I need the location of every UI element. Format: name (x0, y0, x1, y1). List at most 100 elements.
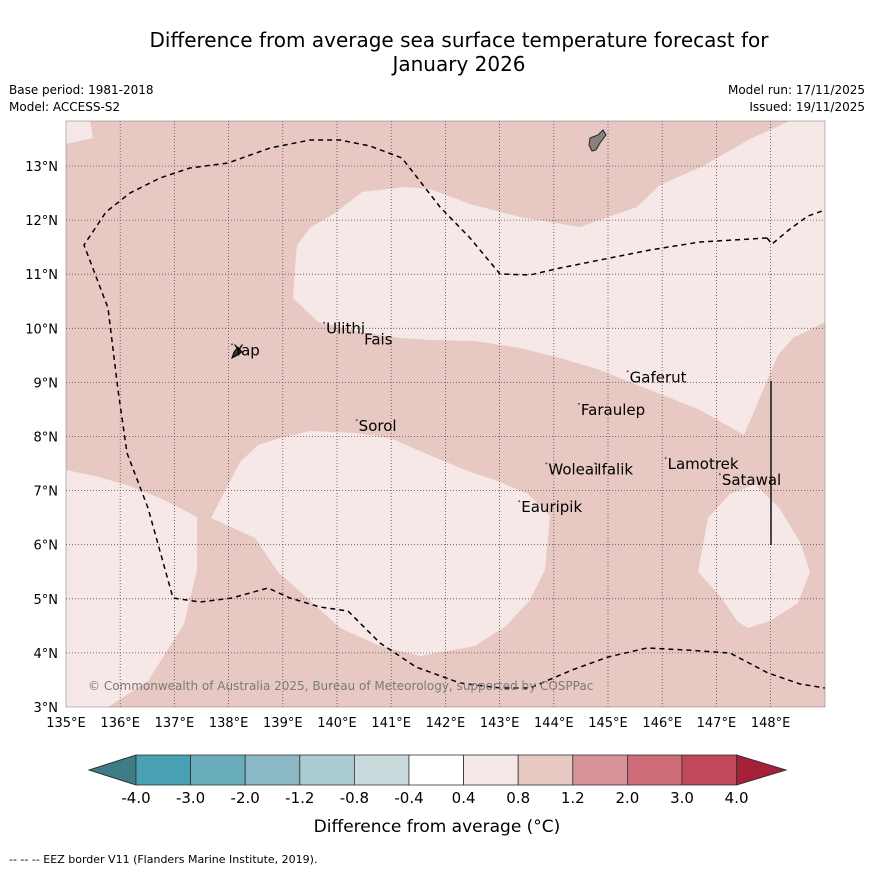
place-marker (323, 321, 326, 324)
place-marker (518, 500, 521, 503)
title-line-1: Difference from average sea surface temp… (149, 28, 769, 52)
latitude-tick: 9°N (34, 376, 59, 391)
longitude-tick: 146°E (642, 716, 682, 731)
map-frame (65, 120, 826, 708)
eez-border-east (766, 209, 825, 246)
anomaly-region-east (698, 484, 810, 628)
meta-left: Base period: 1981-2018 Model: ACCESS-S2 (9, 82, 154, 116)
colorbar-segment (135, 754, 191, 786)
colorbar-extend-low (87, 754, 137, 786)
eez-footnote: -- -- -- EEZ border V11 (Flanders Marine… (9, 853, 318, 866)
latitude-tick: 11°N (25, 268, 58, 283)
longitude-tick: 137°E (155, 716, 195, 731)
latitude-tick: 12°N (25, 214, 58, 229)
latitude-tick-labels: 3°N 4°N 5°N 6°N 7°N 8°N 9°N 10°N 11°N 12°N 13°N (25, 160, 58, 716)
colorbar-segment (299, 754, 355, 786)
place-marker (664, 456, 667, 459)
colorbar-tick-label: -2.0 (231, 789, 260, 807)
longitude-tick: 140°E (317, 716, 357, 731)
longitude-tick: 139°E (263, 716, 303, 731)
colorbar-tick-label: 3.0 (670, 789, 694, 807)
meta-right: Model run: 17/11/2025 Issued: 19/11/2025 (728, 82, 865, 116)
place-marker (577, 402, 580, 405)
latitude-tick: 4°N (34, 647, 59, 662)
eez-border-west (83, 139, 825, 689)
yap-island (231, 346, 243, 359)
colorbar-tick-label: 4.0 (725, 789, 749, 807)
colorbar-tick-label: 1.2 (561, 789, 585, 807)
longitude-tick: 148°E (751, 716, 791, 731)
latitude-tick: 10°N (25, 322, 58, 337)
colorbar-tick-label: -0.8 (340, 789, 369, 807)
guam-island (588, 129, 607, 152)
place-marker (231, 343, 234, 346)
gridlines (66, 121, 825, 707)
place-marker (718, 473, 721, 476)
colorbar-segment (681, 754, 737, 786)
place-marker (545, 462, 548, 465)
latitude-tick: 13°N (25, 160, 58, 175)
longitude-tick: 136°E (100, 716, 140, 731)
colorbar-segment (190, 754, 246, 786)
chart-title: Difference from average sea surface temp… (0, 28, 873, 76)
colorbar-title: Difference from average (°C) (314, 817, 561, 837)
colorbar-segment (572, 754, 628, 786)
colorbar-tick-label: 0.4 (452, 789, 476, 807)
colorbar: -4.0 -3.0 -2.0 -1.2 -0.8 -0.4 0.4 0.8 1.2 2.0 3.0 4… (87, 754, 788, 807)
place-label: Yap (233, 341, 260, 359)
colorbar-segment (463, 754, 519, 786)
longitude-tick: 141°E (371, 716, 411, 731)
colorbar-tick-label: -3.0 (176, 789, 205, 807)
latitude-tick: 7°N (34, 485, 59, 500)
colorbar-segment (627, 754, 683, 786)
anomaly-region-central (211, 431, 550, 656)
place-label: Fais (364, 331, 393, 349)
place-marker (355, 419, 358, 422)
anomaly-region-corner (66, 121, 93, 144)
title-line-2: January 2026 (392, 52, 526, 76)
place-label: Eauripik (521, 498, 582, 516)
colorbar-segment (408, 754, 464, 786)
longitude-tick: 135°E (46, 716, 86, 731)
place-marker (361, 332, 364, 335)
latitude-tick: 3°N (34, 701, 59, 716)
anomaly-region-west (66, 470, 197, 707)
longitude-tick: 144°E (534, 716, 574, 731)
longitude-tick: 147°E (697, 716, 737, 731)
colorbar-tick-label: -0.4 (394, 789, 423, 807)
latitude-tick: 5°N (34, 593, 59, 608)
longitude-tick-labels: 135°E 136°E 137°E 138°E 139°E 140°E 141°E 142°E… (46, 716, 790, 731)
place-label: Faraulep (581, 401, 645, 419)
place-label: Lamotrek (668, 455, 739, 473)
place-marker (626, 370, 629, 373)
model-name: Model: ACCESS-S2 (9, 100, 121, 114)
colorbar-tick-label: 0.8 (506, 789, 530, 807)
base-period: Base period: 1981-2018 (9, 83, 154, 97)
place-label: Ifalik (597, 460, 633, 478)
longitude-tick: 143°E (480, 716, 520, 731)
model-run: Model run: 17/11/2025 (727, 83, 865, 97)
colorbar-tick-label: -4.0 (121, 789, 150, 807)
colorbar-extend-high (736, 754, 788, 786)
latitude-tick: 8°N (34, 431, 59, 446)
longitude-tick: 145°E (588, 716, 628, 731)
place-label: Satawal (722, 471, 781, 489)
colorbar-segment (517, 754, 574, 786)
colorbar-segment (244, 754, 301, 786)
place-label: Gaferut (630, 368, 687, 386)
latitude-tick: 6°N (34, 539, 59, 554)
place-marker (594, 462, 597, 465)
anomaly-region-north (293, 121, 825, 435)
issued-date: Issued: 19/11/2025 (749, 100, 865, 114)
longitude-tick: 142°E (426, 716, 466, 731)
colorbar-tick-label: 2.0 (615, 789, 639, 807)
longitude-tick: 138°E (209, 716, 249, 731)
place-label: Woleai (548, 460, 598, 478)
colorbar-segment (353, 754, 410, 786)
place-label: Sorol (359, 417, 397, 435)
place-label: Ulithi (326, 320, 365, 338)
colorbar-tick-label: -1.2 (285, 789, 314, 807)
